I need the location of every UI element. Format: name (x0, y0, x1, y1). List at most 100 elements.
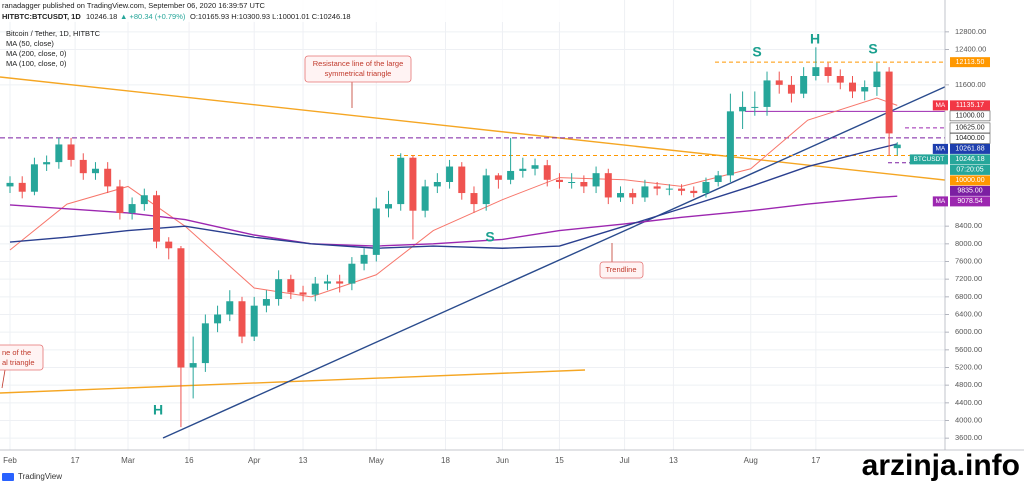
price-label-bg (949, 110, 991, 122)
y-tick-label: 4400.00 (955, 398, 982, 407)
moving-average (9, 195, 898, 247)
candle-body (739, 106, 747, 112)
candle-body (812, 67, 820, 76)
annotation: Resistance line of the large (313, 59, 403, 68)
candle-body (397, 157, 405, 205)
candle-body (617, 193, 624, 198)
y-tick-label: 3600.00 (955, 433, 982, 442)
y-tick-label: 5200.00 (955, 362, 982, 371)
candle-body (446, 166, 454, 182)
candle-body (165, 241, 173, 249)
candle-body (641, 186, 649, 198)
y-tick-label: 6400.00 (955, 309, 982, 318)
candle-body (128, 204, 136, 213)
candle-body (336, 281, 344, 284)
x-tick-label: Jul (619, 456, 629, 465)
price-label-bg (950, 175, 990, 186)
x-tick-label: May (369, 456, 384, 465)
price-label-bg (950, 196, 990, 207)
legend-item: MA (100, close, 0) (6, 59, 67, 68)
candle-body (568, 182, 576, 183)
price-label-bg (949, 122, 991, 134)
price-label: 10000.00 (955, 177, 984, 184)
x-tick-label: Apr (248, 456, 261, 465)
candle-body (507, 170, 515, 180)
x-tick-label: Jun (496, 456, 509, 465)
price-tag: MA (936, 198, 946, 205)
annotation: al triangle (2, 358, 35, 367)
price-label: 12113.50 (956, 59, 985, 66)
ohlc: O:10165.93 H:10300.93 L:10001.01 C:10246… (190, 12, 351, 21)
logo (2, 473, 14, 481)
candle-body (800, 76, 808, 94)
y-tick-label: 6000.00 (955, 327, 982, 336)
price-tag-bg (932, 196, 948, 207)
candle-body (6, 182, 14, 187)
candle-body (287, 279, 295, 293)
candle-body (140, 195, 148, 205)
legend-item: MA (200, close, 0) (6, 49, 67, 58)
y-tick-label: 5600.00 (955, 345, 982, 354)
x-tick-label: 13 (669, 456, 678, 465)
candle-body (861, 87, 869, 92)
legend-item: Bitcoin / Tether, 1D, HITBTC (6, 29, 101, 38)
candle-body (665, 188, 673, 190)
candle-body (299, 292, 307, 295)
candle-body (433, 182, 441, 187)
change: ▲ +80.34 (+0.79%) (120, 12, 186, 21)
price-tag: BTCUSDT (914, 156, 945, 163)
candle-body (238, 301, 246, 337)
candle-body (580, 182, 588, 187)
candle-body (470, 193, 478, 205)
x-tick-label: 15 (555, 456, 564, 465)
watermark: arzinja.info (862, 449, 1020, 482)
price-label-bg (950, 100, 990, 111)
header-bg (0, 0, 560, 22)
candle-body (592, 173, 600, 187)
candle-body (751, 106, 759, 108)
axis: Feb 17 Mar 16 Apr 13 May 18 Jun 15 Jul 13 Aug 17 12800… (3, 27, 991, 465)
candle-body (262, 299, 270, 306)
candle-body (885, 71, 893, 134)
price-axis (945, 0, 1024, 450)
price-label: 11000.00 (956, 113, 985, 120)
candle-body (848, 82, 856, 92)
candle-body (360, 254, 368, 264)
candle-body (79, 159, 87, 174)
trend-line (162, 71, 979, 439)
price-label: 10625.00 (955, 125, 984, 132)
price-label-bg (950, 164, 990, 175)
connector (1, 369, 6, 389)
candle-body (653, 186, 661, 189)
candle-body (372, 208, 380, 255)
candle-body (275, 279, 283, 300)
price-label: 10400.00 (955, 135, 984, 142)
candle-body (531, 165, 539, 169)
y-tick-label: 12400.00 (955, 44, 986, 53)
price-label: 10246.18 (955, 156, 984, 163)
candle-body (250, 305, 258, 337)
candle-body (458, 166, 466, 194)
price-tag-bg (932, 100, 948, 111)
x-tick-label: Aug (744, 456, 758, 465)
last-price: 10246.18 (86, 12, 117, 21)
candle-body (726, 111, 734, 176)
annotation-box (599, 261, 644, 279)
y-tick-label: 7200.00 (955, 274, 982, 283)
candle-body (836, 76, 844, 83)
price-label: 9078.54 (957, 198, 982, 205)
annotation-box (304, 55, 412, 83)
candle-body (153, 195, 161, 242)
candle-body (385, 204, 393, 209)
price-label-bg (950, 154, 990, 165)
price-label: 9835.00 (957, 188, 982, 195)
x-tick-label: 17 (811, 456, 820, 465)
candle-body (629, 193, 637, 198)
support-line (0, 369, 586, 394)
x-tick-label: 16 (185, 456, 194, 465)
price-label-bg (950, 57, 990, 68)
legend-item: MA (50, close) (6, 39, 54, 48)
pattern-label: S (485, 229, 494, 245)
candle-body (873, 71, 881, 88)
